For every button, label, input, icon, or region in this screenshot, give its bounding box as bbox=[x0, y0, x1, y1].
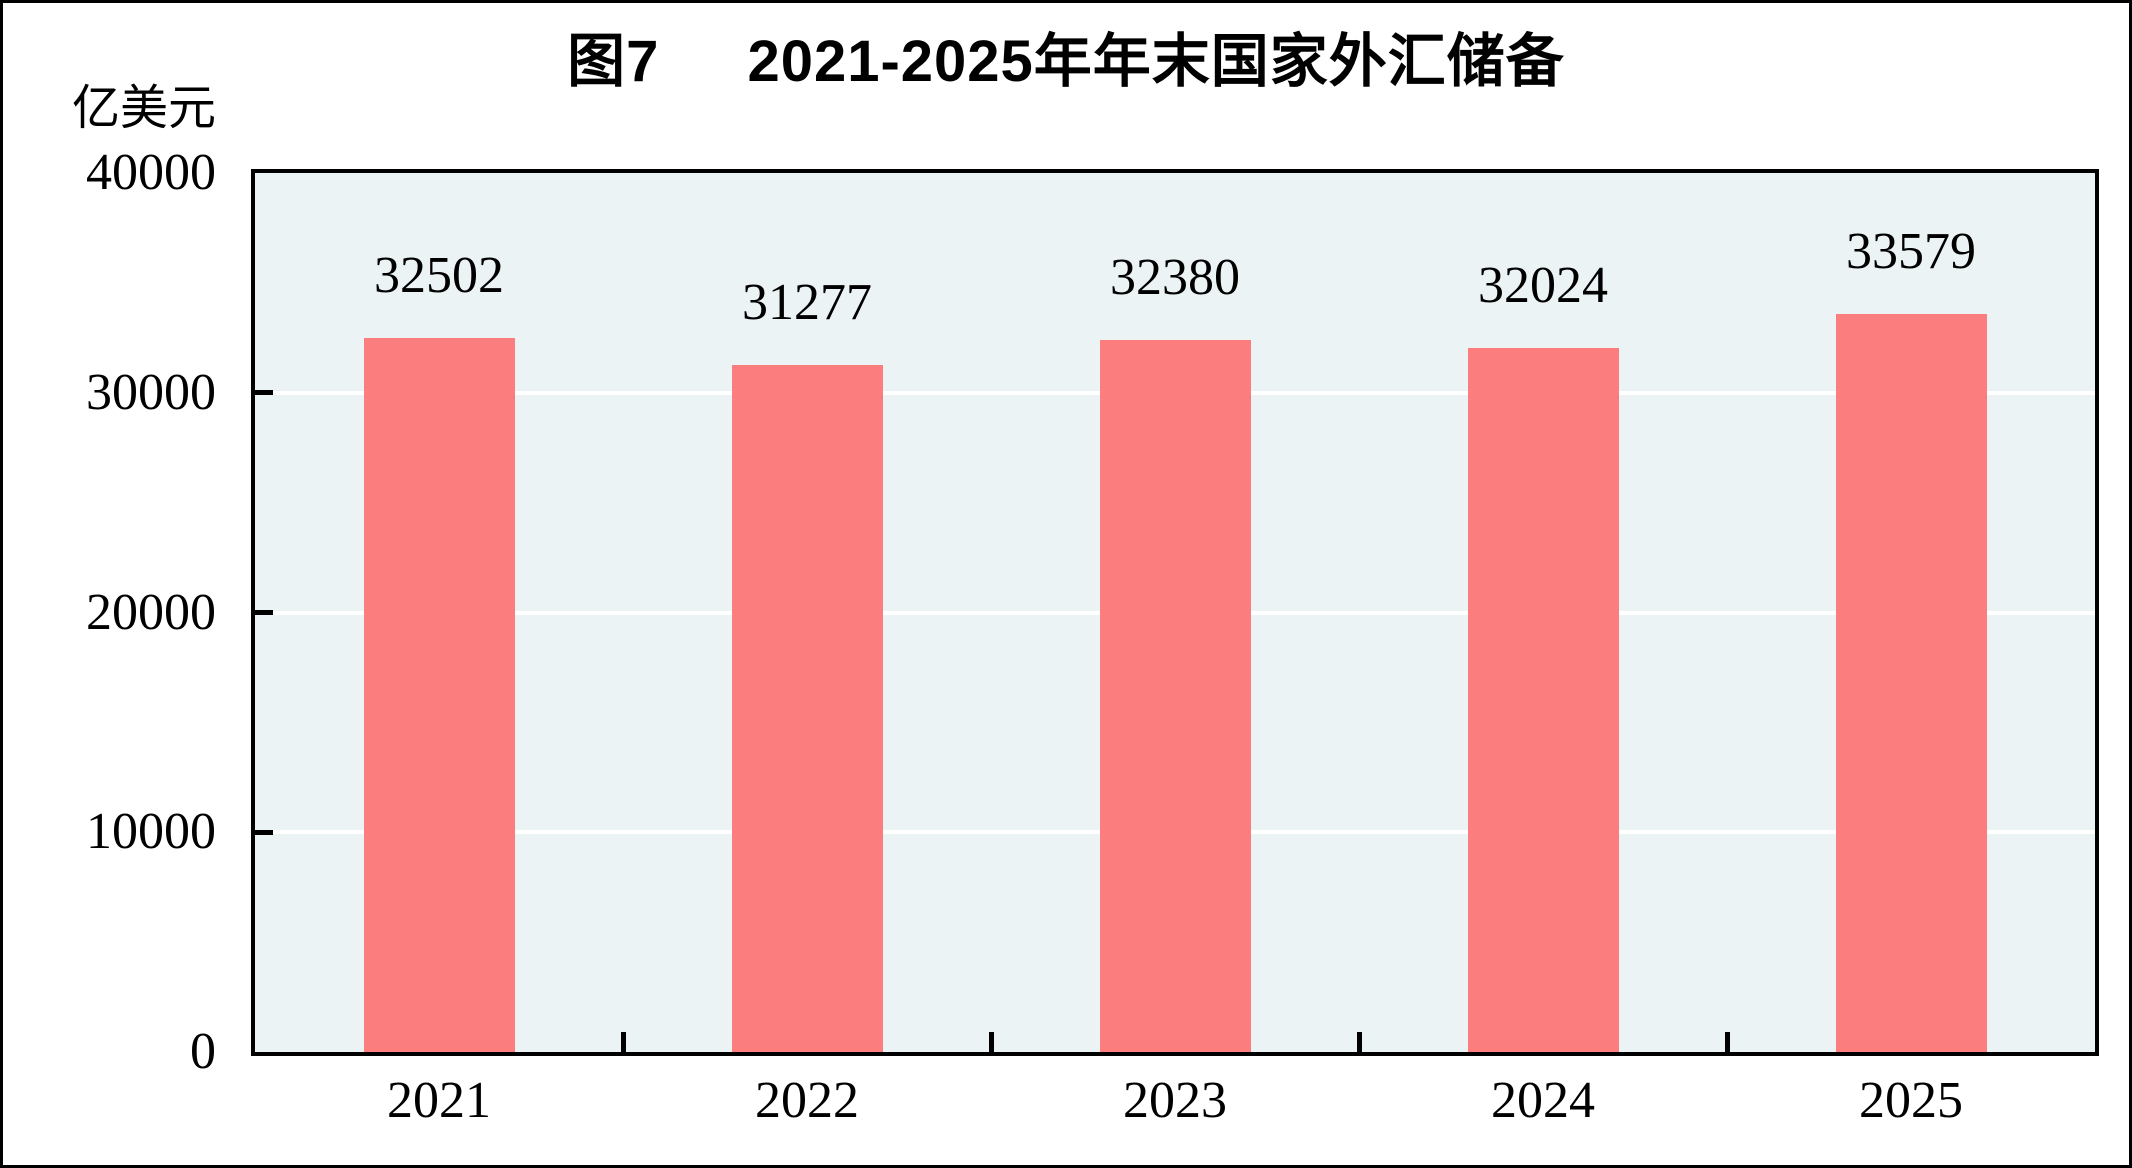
y-tick-mark bbox=[255, 390, 273, 396]
y-tick-label: 40000 bbox=[86, 144, 216, 201]
x-tick-mark bbox=[1356, 1032, 1362, 1052]
chart-title: 图7 2021-2025年年末国家外汇储备 bbox=[3, 29, 2129, 96]
y-tick-mark bbox=[255, 829, 273, 835]
bar bbox=[363, 337, 515, 1052]
chart-title-text: 2021-2025年年末国家外汇储备 bbox=[747, 29, 1565, 94]
x-category-label: 2021 bbox=[387, 1072, 491, 1129]
y-tick-label: 30000 bbox=[86, 363, 216, 421]
plot-inner: 32502 31277 32380 32024 33579 bbox=[255, 173, 2095, 1052]
chart-title-prefix: 图7 bbox=[567, 29, 660, 94]
y-tick-label: 0 bbox=[190, 1023, 216, 1080]
x-tick-mark bbox=[620, 1032, 626, 1052]
plot-area: 32502 31277 32380 32024 33579 bbox=[251, 169, 2099, 1056]
bar-value-label: 32502 bbox=[374, 246, 504, 304]
x-category-label: 2025 bbox=[1859, 1072, 1963, 1129]
y-axis-unit-label: 亿美元 bbox=[71, 82, 216, 135]
x-category-label: 2023 bbox=[1123, 1072, 1227, 1129]
y-tick-mark bbox=[255, 610, 273, 615]
bar-value-label: 32380 bbox=[1110, 249, 1240, 307]
bar bbox=[1835, 314, 1987, 1052]
x-tick-mark bbox=[988, 1032, 994, 1052]
bar-value-label: 31277 bbox=[742, 273, 872, 331]
y-tick-label: 20000 bbox=[86, 583, 216, 641]
bar-value-label: 32024 bbox=[1478, 257, 1608, 315]
x-category-label: 2022 bbox=[755, 1072, 859, 1129]
bar-value-label: 33579 bbox=[1846, 223, 1976, 281]
bar bbox=[1467, 348, 1619, 1052]
bar bbox=[1099, 340, 1251, 1052]
y-tick-label: 10000 bbox=[86, 803, 216, 861]
x-tick-mark bbox=[1724, 1032, 1730, 1052]
x-category-label: 2024 bbox=[1491, 1072, 1595, 1129]
bar bbox=[731, 364, 883, 1052]
